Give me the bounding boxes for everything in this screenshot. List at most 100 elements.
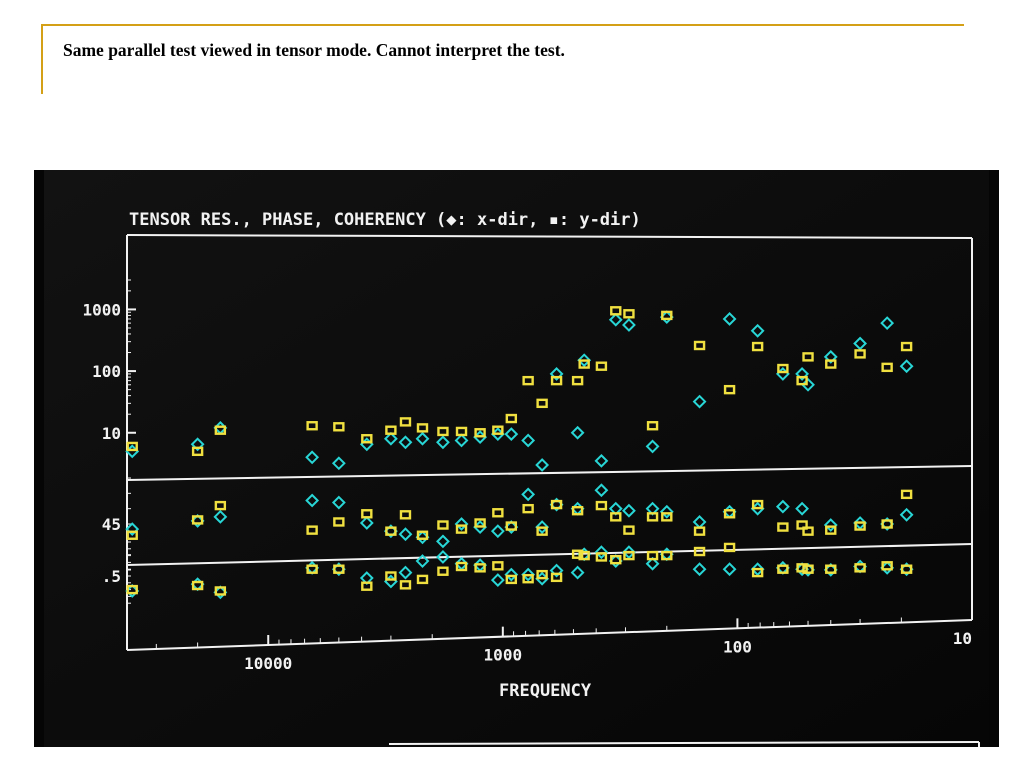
coherency-x-dir-point xyxy=(750,562,765,577)
phase-x-dir-point xyxy=(775,499,790,514)
resistivity-x-dir-point xyxy=(331,456,346,471)
y-tick-label-res: 1000 xyxy=(82,300,121,319)
coherency-y-dir-point xyxy=(214,586,227,596)
coherency-y-dir-point xyxy=(796,563,808,573)
resistivity-y-dir-point xyxy=(900,341,913,352)
x-tick-label: 10000 xyxy=(244,654,292,673)
coherency-x-dir-point xyxy=(415,554,430,568)
coherency-y-dir-point xyxy=(437,566,449,576)
resistivity-x-dir-point xyxy=(880,316,895,331)
resistivity-x-dir-point xyxy=(436,435,450,450)
bottom-panel-edge xyxy=(388,741,980,747)
axis-labels: 1000 100 10 45 .5 10000 1000 100 10 xyxy=(82,300,972,673)
phase-y-dir-point xyxy=(802,526,814,536)
resistivity-x-dir-point xyxy=(801,377,815,392)
phase-y-dir-point xyxy=(854,521,866,531)
coherency-y-dir-point xyxy=(881,561,893,571)
resistivity-y-dir-point xyxy=(306,421,318,431)
coherency-y-dir-point xyxy=(646,550,659,561)
resistivity-y-dir-point xyxy=(693,340,706,351)
coherency-y-dir-point xyxy=(777,564,789,574)
slide-header: Same parallel test viewed in tensor mode… xyxy=(41,24,964,94)
y-tick-label-res: 10 xyxy=(102,424,121,443)
coherency-x-dir-point xyxy=(398,565,413,580)
phase-x-dir-point xyxy=(659,504,674,519)
phase-y-dir-point xyxy=(505,521,518,531)
resistivity-x-dir-point xyxy=(622,318,636,332)
phase-y-dir-point xyxy=(796,520,808,530)
phase-y-dir-point xyxy=(595,500,608,511)
coherency-y-dir-point xyxy=(802,564,814,574)
coherency-x-dir-point xyxy=(549,563,564,578)
resistivity-y-dir-point xyxy=(505,413,518,424)
coherency-y-dir-point xyxy=(492,561,504,571)
phase-y-dir-point xyxy=(437,520,449,530)
coherency-x-dir-point xyxy=(692,562,707,577)
phase-y-dir-point xyxy=(399,510,412,520)
coherency-y-dir-point xyxy=(399,580,412,590)
chart-title: TENSOR RES., PHASE, COHERENCY (◆: x-dir,… xyxy=(129,210,641,230)
phase-y-dir-point xyxy=(723,509,736,519)
coherency-y-dir-point xyxy=(661,550,673,561)
coherency-y-dir-point xyxy=(578,550,590,561)
coherency-x-dir-point xyxy=(594,545,609,560)
coherency-y-dir-point xyxy=(854,563,866,573)
panel-divider-lower xyxy=(126,543,973,566)
phase-y-dir-point xyxy=(623,525,635,535)
resistivity-x-dir-point xyxy=(305,450,320,465)
phase-x-dir-point xyxy=(125,522,140,537)
coherency-x-dir-point xyxy=(490,573,505,587)
resistivity-x-dir-point xyxy=(750,323,765,338)
resistivity-x-dir-point xyxy=(853,336,867,351)
y-tick-label-coherency: .5 xyxy=(102,567,121,586)
coherency-y-dir-point xyxy=(474,563,486,573)
coherency-x-dir-point xyxy=(504,567,519,582)
resistivity-x-dir-point xyxy=(570,425,585,440)
coherency-y-dir-point xyxy=(751,567,764,578)
plot-top-border xyxy=(126,234,973,239)
resistivity-y-dir-point xyxy=(751,341,764,352)
resistivity-y-dir-point xyxy=(361,434,373,444)
phase-x-dir-point xyxy=(398,527,413,542)
resistivity-x-dir-point xyxy=(190,437,205,452)
phase-x-dir-point xyxy=(521,487,536,502)
coherency-x-dir-point xyxy=(436,550,450,564)
panel-divider-upper xyxy=(126,465,973,481)
coherency-y-dir-point xyxy=(416,574,429,585)
resistivity-y-dir-point xyxy=(796,375,808,386)
coherency-y-dir-point xyxy=(306,564,318,574)
phase-x-dir-point xyxy=(331,495,346,510)
resistivity-x-dir-point xyxy=(608,312,623,327)
phase-y-dir-point xyxy=(900,489,913,500)
resistivity-x-dir-point xyxy=(795,366,810,381)
tensor-chart: TENSOR RES., PHASE, COHERENCY (◆: x-dir,… xyxy=(34,170,999,747)
resistivity-x-dir-point xyxy=(645,439,660,454)
resistivity-y-dir-point xyxy=(416,423,429,433)
resistivity-y-dir-point xyxy=(492,425,504,435)
resistivity-x-dir-point xyxy=(549,366,564,381)
phase-y-dir-point xyxy=(214,500,227,511)
coherency-y-dir-point xyxy=(536,569,548,580)
coherency-y-dir-point xyxy=(455,561,468,572)
coherency-y-dir-point xyxy=(361,581,373,591)
coherency-y-dir-point xyxy=(505,574,518,585)
phase-x-dir-point xyxy=(305,493,320,508)
coherency-y-dir-point xyxy=(126,584,138,595)
phase-y-dir-point xyxy=(751,499,764,510)
phase-y-dir-point xyxy=(571,506,584,516)
resistivity-y-dir-point xyxy=(437,426,449,437)
resistivity-y-dir-point xyxy=(802,352,814,362)
resistivity-x-dir-point xyxy=(521,433,536,448)
resistivity-y-dir-point xyxy=(474,428,486,438)
resistivity-y-dir-point xyxy=(777,363,789,374)
x-tick-label: 10 xyxy=(953,629,972,648)
resistivity-y-dir-point xyxy=(522,375,534,386)
coherency-x-dir-point xyxy=(645,556,660,571)
resistivity-y-dir-point xyxy=(825,359,837,369)
resistivity-y-dir-point xyxy=(191,446,204,457)
resistivity-x-dir-point xyxy=(692,394,707,409)
resistivity-y-dir-point xyxy=(571,375,584,386)
resistivity-x-dir-point xyxy=(383,431,398,446)
phase-x-dir-point xyxy=(359,516,374,530)
resistivity-y-dir-point xyxy=(550,375,563,386)
